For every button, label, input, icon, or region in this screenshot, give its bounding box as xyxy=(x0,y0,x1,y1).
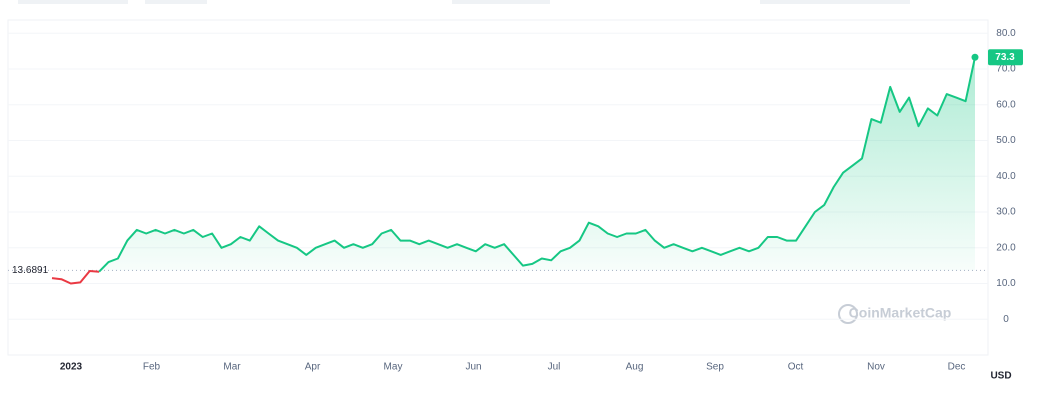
x-tick-label: Apr xyxy=(305,362,321,373)
x-tick-label: Sep xyxy=(706,362,724,373)
y-tick-label: 10.0 xyxy=(996,278,1016,289)
x-tick-label: Nov xyxy=(867,362,885,373)
x-tick-label: Feb xyxy=(143,362,161,373)
y-tick-label: 40.0 xyxy=(996,171,1016,182)
y-tick-label: 70.0 xyxy=(996,64,1016,75)
x-tick-label: Aug xyxy=(626,362,644,373)
x-tick-label: Jul xyxy=(548,362,561,373)
top-tab xyxy=(760,0,910,4)
x-tick-label: Mar xyxy=(223,362,241,373)
x-tick-label: Oct xyxy=(788,362,804,373)
last-price-badge xyxy=(988,49,1023,66)
price-line xyxy=(51,270,100,285)
y-tick-label: 0 xyxy=(1003,314,1009,325)
last-price-label: 73.3 xyxy=(995,52,1015,63)
plot-frame xyxy=(7,19,989,356)
x-tick-label: 2023 xyxy=(60,362,83,373)
top-tab xyxy=(18,0,128,4)
top-tab xyxy=(452,0,550,4)
last-point xyxy=(971,53,979,61)
baseline-label: 13.6891 xyxy=(12,265,49,276)
y-tick-label: 50.0 xyxy=(996,135,1016,146)
watermark: CoinMarketCap xyxy=(849,305,952,321)
price-line xyxy=(98,56,976,273)
price-area xyxy=(99,57,976,272)
x-tick-label: May xyxy=(384,362,403,373)
y-tick-label: 20.0 xyxy=(996,242,1016,253)
y-tick-label: 80.0 xyxy=(996,28,1016,39)
y-tick-label: 30.0 xyxy=(996,207,1016,218)
top-tab xyxy=(145,0,207,4)
watermark-logo xyxy=(838,304,858,324)
x-tick-label: Jun xyxy=(465,362,481,373)
y-tick-label: 60.0 xyxy=(996,99,1016,110)
x-tick-label: Dec xyxy=(948,362,966,373)
currency-label: USD xyxy=(990,371,1011,382)
